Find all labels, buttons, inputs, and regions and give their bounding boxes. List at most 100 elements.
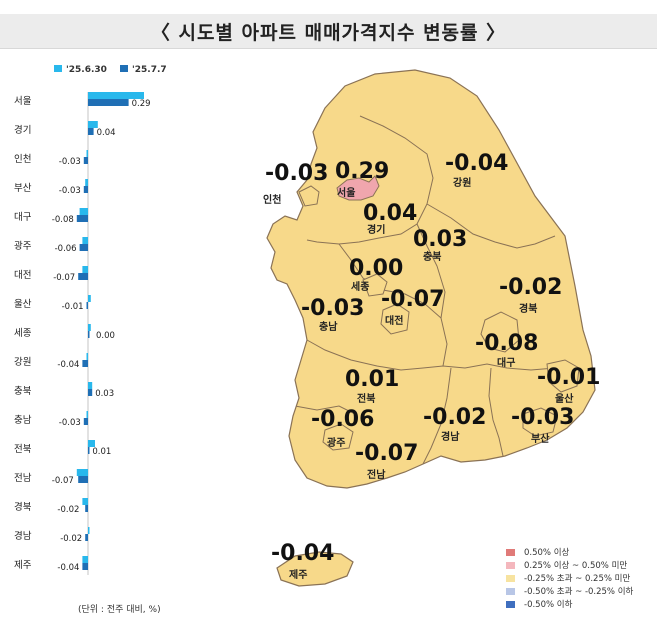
data-label: -0.07 xyxy=(53,273,75,283)
region-value: -0.01 xyxy=(537,365,600,390)
legend-swatch-1 xyxy=(54,65,62,72)
bar xyxy=(83,186,88,193)
legend-color-swatch xyxy=(506,549,515,556)
data-label: -0.02 xyxy=(57,505,79,515)
category-label: 부산 xyxy=(14,183,32,194)
region-value: -0.08 xyxy=(475,331,538,356)
data-label: 0.29 xyxy=(132,99,151,109)
legend-range-label: 0.50% 이상 xyxy=(524,548,570,558)
bar xyxy=(79,244,88,251)
bar xyxy=(88,440,95,447)
region-value: -0.03 xyxy=(301,296,364,321)
region-value: -0.02 xyxy=(423,405,486,430)
legend-range-label: -0.25% 초과 ~ 0.25% 미만 xyxy=(524,574,631,584)
bar xyxy=(76,469,88,476)
jeju-shape xyxy=(276,551,354,587)
data-label: -0.06 xyxy=(55,244,77,254)
bar xyxy=(83,157,88,164)
category-label: 제주 xyxy=(14,560,32,571)
region-name: 광주 xyxy=(327,437,345,449)
data-label: -0.03 xyxy=(59,157,81,167)
legend-color-swatch xyxy=(506,575,515,582)
bar xyxy=(76,215,88,222)
incheon-shape xyxy=(298,185,320,207)
bar xyxy=(88,295,91,302)
category-label: 서울 xyxy=(14,96,32,107)
chart-body: 서울 0.29 경기 0.04 인천 -0.03 부산 -0.03 대구 -0.08 광주 -0.06… xyxy=(14,92,151,575)
region-name: 인천 xyxy=(263,193,281,206)
title-bar: 〈 시도별 아파트 매매가격지수 변동률 〉 xyxy=(0,14,657,49)
mainland-shape xyxy=(266,69,596,489)
category-label: 충북 xyxy=(14,386,32,397)
bar xyxy=(88,331,90,338)
region-name: 전북 xyxy=(357,392,375,405)
category-label: 전북 xyxy=(14,444,32,455)
bar xyxy=(82,266,88,273)
bar xyxy=(82,360,88,367)
data-label: 0.03 xyxy=(95,389,114,399)
category-label: 울산 xyxy=(14,299,32,310)
bar xyxy=(86,411,88,418)
region-name: 전남 xyxy=(367,468,386,481)
region-name: 세종 xyxy=(351,280,369,293)
ulsan-shape xyxy=(546,359,580,393)
bar xyxy=(78,476,88,483)
bar xyxy=(88,389,93,396)
data-label: -0.01 xyxy=(62,302,84,312)
region-name: 부산 xyxy=(531,432,550,445)
region-name: 제주 xyxy=(289,568,307,581)
bar xyxy=(82,563,88,570)
category-label: 인천 xyxy=(14,154,31,165)
region-name: 경남 xyxy=(441,430,460,443)
unit-note: (단위 : 전주 대비, %) xyxy=(78,605,161,615)
region-value: -0.03 xyxy=(511,405,574,430)
legend-range-label: -0.50% 초과 ~ -0.25% 이하 xyxy=(524,587,634,597)
category-label: 경기 xyxy=(14,124,31,136)
bar xyxy=(83,418,88,425)
bar xyxy=(88,92,144,99)
bar xyxy=(79,208,88,215)
bar xyxy=(85,534,88,541)
bar xyxy=(78,273,88,280)
bar-chart: '25.6.30 '25.7.7 서울 0.29 경기 0.04 인천 -0.03 부산 -0.… xyxy=(14,65,167,575)
region-value: -0.02 xyxy=(499,275,562,300)
category-label: 경남 xyxy=(14,530,32,542)
bar xyxy=(82,237,88,244)
category-label: 강원 xyxy=(14,357,31,368)
bar xyxy=(88,128,94,135)
chart-legend: '25.6.30 '25.7.7 xyxy=(54,65,167,75)
region-value: -0.03 xyxy=(265,161,328,186)
bar xyxy=(86,302,88,309)
bar xyxy=(88,382,93,389)
data-label: -0.04 xyxy=(57,360,79,370)
bar xyxy=(86,353,88,360)
region-value: 0.04 xyxy=(363,201,417,226)
data-label: 0.04 xyxy=(97,128,116,138)
data-label: -0.03 xyxy=(59,418,81,428)
region-name: 경북 xyxy=(519,302,537,315)
map-labels: -0.03인천0.29서울0.04경기-0.04강원0.03충북0.00세종-0… xyxy=(263,151,600,581)
data-label: -0.03 xyxy=(59,186,81,196)
bar xyxy=(88,121,98,128)
region-name: 경기 xyxy=(367,223,385,236)
daejeon-shape xyxy=(380,303,410,335)
seoul-shape xyxy=(336,175,380,201)
category-label: 세종 xyxy=(14,328,32,339)
korea-map: -0.03인천0.29서울0.04경기-0.04강원0.03충북0.00세종-0… xyxy=(263,69,600,587)
legend-label-1: '25.6.30 xyxy=(66,65,107,75)
region-name: 충북 xyxy=(423,250,441,263)
sejong-shape xyxy=(362,273,388,297)
category-label: 경북 xyxy=(14,501,32,513)
bar xyxy=(88,527,90,534)
region-value: 0.29 xyxy=(335,159,389,184)
data-label: -0.02 xyxy=(60,534,82,544)
region-value: -0.07 xyxy=(355,441,418,466)
category-label: 대구 xyxy=(14,212,32,223)
data-label: -0.07 xyxy=(52,476,74,486)
gwangju-shape xyxy=(322,423,354,451)
page-title: 〈 시도별 아파트 매매가격지수 변동률 〉 xyxy=(150,22,507,44)
bar xyxy=(85,505,88,512)
legend-range-label: -0.50% 이하 xyxy=(524,600,573,610)
bar xyxy=(88,447,90,454)
busan-shape xyxy=(522,407,558,437)
